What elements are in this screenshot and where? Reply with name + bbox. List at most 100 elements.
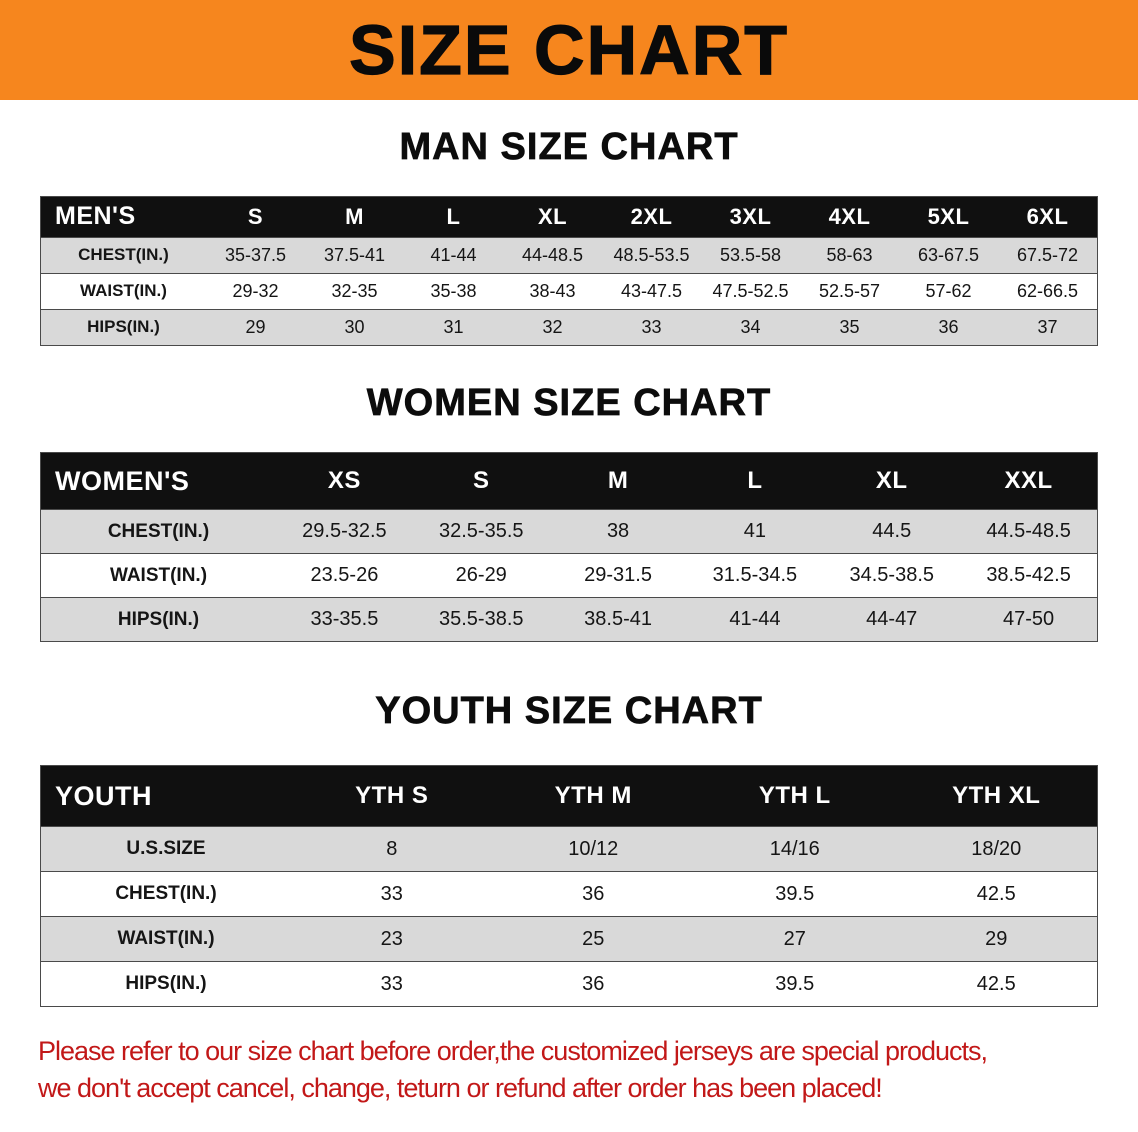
size-value-cell: 29-31.5 <box>584 564 652 587</box>
size-value-cell: 39.5 <box>775 972 815 995</box>
size-value-cell: 44.5 <box>872 520 912 543</box>
size-column-header: M <box>345 203 364 229</box>
page-title: SIZE CHART <box>348 11 789 89</box>
size-value-cell: 44-47 <box>866 608 918 631</box>
size-column-header: 5XL <box>927 203 970 229</box>
youth-chart-heading: YOUTH SIZE CHART <box>375 690 763 733</box>
size-value-cell: 62-66.5 <box>1016 280 1079 301</box>
measurement-label: CHEST(IN.) <box>107 520 210 542</box>
size-value-cell: 32-35 <box>331 280 378 301</box>
size-column-header: XS <box>327 467 361 495</box>
measurement-label: CHEST(IN.) <box>78 245 169 265</box>
size-column-header: S <box>472 467 490 495</box>
size-value-cell: 47.5-52.5 <box>712 280 789 301</box>
size-value-cell: 33 <box>380 972 403 995</box>
size-value-cell: 36 <box>582 882 605 905</box>
size-value-cell: 26-29 <box>455 564 507 587</box>
youth-size-table: YOUTH YTH S YTH M YTH L YTH XL U.S.SIZE 8 10/12… <box>40 765 1098 1008</box>
size-table-row: U.S.SIZE 8 10/12 14/16 18/20 <box>41 826 1097 872</box>
size-value-cell: 52.5-57 <box>818 280 881 301</box>
size-table-header-row: WOMEN'S XS S M L XL XXL <box>41 453 1097 510</box>
size-value-cell: 42.5 <box>976 972 1016 995</box>
measurement-label: WAIST(IN.) <box>80 281 167 301</box>
size-value-cell: 41-44 <box>729 608 781 631</box>
size-value-cell: 18/20 <box>971 837 1022 860</box>
size-value-cell: 44-48.5 <box>521 244 584 265</box>
size-value-cell: 34.5-38.5 <box>849 564 934 587</box>
size-value-cell: 35-37.5 <box>224 244 287 265</box>
size-value-cell: 47-50 <box>1002 608 1055 631</box>
footer-note-line-1: Please refer to our size chart before or… <box>38 1036 988 1067</box>
size-value-cell: 32 <box>542 316 563 337</box>
measurement-label: HIPS(IN.) <box>87 317 160 337</box>
size-value-cell: 29.5-32.5 <box>302 520 387 543</box>
table-corner-label: WOMEN'S <box>55 465 190 496</box>
size-value-cell: 35.5-38.5 <box>438 608 524 631</box>
size-column-header: YTH S <box>355 782 429 810</box>
men-chart-heading: MAN SIZE CHART <box>399 126 739 169</box>
size-value-cell: 36 <box>582 972 605 995</box>
size-column-header: YTH M <box>554 782 632 810</box>
size-value-cell: 57-62 <box>925 280 972 301</box>
size-value-cell: 34 <box>740 316 761 337</box>
size-value-cell: 42.5 <box>976 882 1016 905</box>
size-value-cell: 41-44 <box>430 244 477 265</box>
size-table-row: WAIST(IN.) 23 25 27 29 <box>41 916 1097 962</box>
size-value-cell: 63-67.5 <box>917 244 980 265</box>
women-chart-heading: WOMEN SIZE CHART <box>366 381 772 424</box>
size-value-cell: 44.5-48.5 <box>986 520 1071 543</box>
size-value-cell: 53.5-58 <box>719 244 782 265</box>
size-value-cell: 35 <box>839 316 860 337</box>
size-value-cell: 36 <box>938 316 959 337</box>
measurement-label: WAIST(IN.) <box>117 928 215 950</box>
size-value-cell: 38.5-42.5 <box>986 564 1071 587</box>
size-column-header: XL <box>875 467 908 495</box>
size-table-row: HIPS(IN.) 33-35.5 35.5-38.5 38.5-41 41-44 44-… <box>41 597 1097 642</box>
table-corner-label: YOUTH <box>55 780 152 811</box>
size-value-cell: 32.5-35.5 <box>438 520 524 543</box>
size-column-header: 3XL <box>729 203 772 229</box>
size-table-row: WAIST(IN.) 23.5-26 26-29 29-31.5 31.5-34.5 34… <box>41 553 1097 598</box>
size-table-row: CHEST(IN.) 29.5-32.5 32.5-35.5 38 41 44.5 44.5… <box>41 509 1097 554</box>
size-value-cell: 48.5-53.5 <box>613 244 690 265</box>
measurement-label: HIPS(IN.) <box>125 973 207 995</box>
size-table-row: HIPS(IN.) 29 30 31 32 33 34 35 36 37 <box>41 308 1097 345</box>
size-value-cell: 23 <box>380 927 403 950</box>
size-value-cell: 38 <box>606 520 630 543</box>
size-value-cell: 67.5-72 <box>1016 244 1079 265</box>
size-table-row: WAIST(IN.) 29-32 32-35 35-38 38-43 43-47.5 47.… <box>41 272 1097 309</box>
measurement-label: WAIST(IN.) <box>109 564 208 586</box>
size-table-header-row: YOUTH YTH S YTH M YTH L YTH XL <box>41 766 1097 827</box>
size-column-header: XXL <box>1004 467 1053 495</box>
men-size-table: MEN'S S M L XL 2XL 3XL 4XL 5XL 6XL CHEST(IN.) 35-37… <box>40 195 1098 346</box>
size-value-cell: 41 <box>743 520 767 543</box>
size-value-cell: 23.5-26 <box>310 564 379 587</box>
size-column-header: 6XL <box>1026 203 1069 229</box>
size-value-cell: 30 <box>344 316 365 337</box>
women-size-table: WOMEN'S XS S M L XL XXL CHEST(IN.) 29.5-32.5 32.5… <box>40 452 1098 643</box>
size-value-cell: 33-35.5 <box>310 608 379 631</box>
size-value-cell: 14/16 <box>769 837 820 860</box>
size-value-cell: 31.5-34.5 <box>712 564 798 587</box>
footer-note-line-2: we don't accept cancel, change, teturn o… <box>38 1073 883 1104</box>
size-column-header: YTH XL <box>952 782 1041 810</box>
size-column-header: S <box>247 203 264 229</box>
size-value-cell: 37 <box>1037 316 1058 337</box>
size-value-cell: 35-38 <box>430 280 477 301</box>
size-value-cell: 10/12 <box>568 837 619 860</box>
size-table-row: CHEST(IN.) 35-37.5 37.5-41 41-44 44-48.5 48.5… <box>41 236 1097 273</box>
size-column-header: XL <box>537 203 568 229</box>
size-value-cell: 58-63 <box>826 244 873 265</box>
size-value-cell: 38.5-41 <box>584 608 652 631</box>
size-value-cell: 39.5 <box>775 882 815 905</box>
size-table-header-row: MEN'S S M L XL 2XL 3XL 4XL 5XL 6XL <box>41 196 1097 237</box>
measurement-label: HIPS(IN.) <box>117 608 200 630</box>
size-value-cell: 31 <box>443 316 464 337</box>
banner: SIZE CHART <box>0 0 1138 100</box>
size-value-cell: 29-32 <box>232 280 279 301</box>
size-column-header: 2XL <box>630 203 673 229</box>
size-value-cell: 33 <box>380 882 403 905</box>
table-corner-label: MEN'S <box>55 202 136 231</box>
size-column-header: L <box>446 203 461 229</box>
size-value-cell: 38-43 <box>529 280 576 301</box>
